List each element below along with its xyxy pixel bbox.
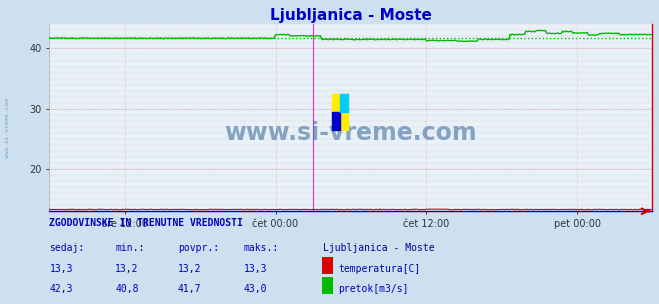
Text: Ljubljanica - Moste: Ljubljanica - Moste bbox=[323, 243, 434, 253]
Text: 13,3: 13,3 bbox=[244, 264, 268, 274]
Text: 41,7: 41,7 bbox=[178, 285, 202, 295]
Title: Ljubljanica - Moste: Ljubljanica - Moste bbox=[270, 8, 432, 23]
Text: temperatura[C]: temperatura[C] bbox=[338, 264, 420, 274]
Text: maks.:: maks.: bbox=[244, 243, 279, 253]
Text: pretok[m3/s]: pretok[m3/s] bbox=[338, 285, 409, 295]
Text: sedaj:: sedaj: bbox=[49, 243, 84, 253]
Text: 13,3: 13,3 bbox=[49, 264, 73, 274]
Text: ZGODOVINSKE IN TRENUTNE VREDNOSTI: ZGODOVINSKE IN TRENUTNE VREDNOSTI bbox=[49, 219, 243, 229]
Text: 13,2: 13,2 bbox=[178, 264, 202, 274]
Text: 40,8: 40,8 bbox=[115, 285, 139, 295]
Text: 42,3: 42,3 bbox=[49, 285, 73, 295]
Text: povpr.:: povpr.: bbox=[178, 243, 219, 253]
Text: www.si-vreme.com: www.si-vreme.com bbox=[225, 121, 477, 145]
Text: 43,0: 43,0 bbox=[244, 285, 268, 295]
Text: min.:: min.: bbox=[115, 243, 145, 253]
Text: www.si-vreme.com: www.si-vreme.com bbox=[5, 98, 11, 158]
Text: 13,2: 13,2 bbox=[115, 264, 139, 274]
